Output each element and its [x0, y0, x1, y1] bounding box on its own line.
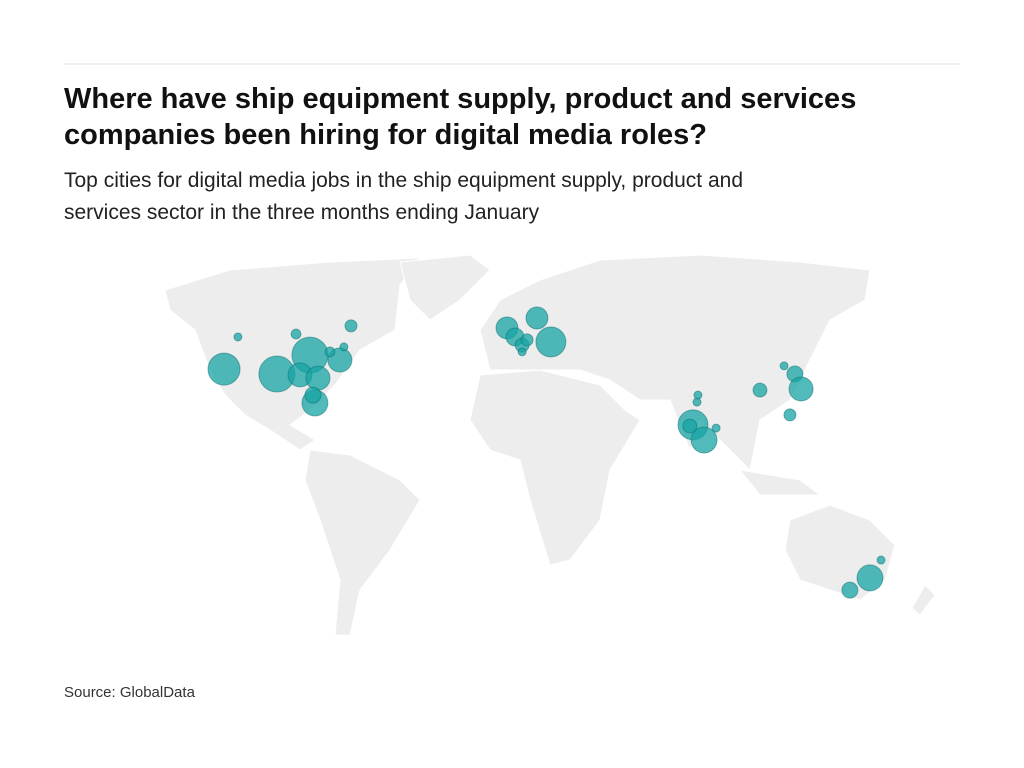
city-bubble [783, 408, 797, 422]
city-bubble [876, 555, 886, 565]
city-bubble [692, 397, 702, 407]
city-bubble [788, 376, 814, 402]
title-line: Where have ship equipment supply, produc… [64, 83, 856, 115]
africa [469, 369, 641, 566]
city-bubble [324, 346, 336, 358]
city-bubble [711, 423, 721, 433]
city-bubble [290, 328, 302, 340]
bubble-layer [207, 306, 886, 599]
city-bubble [207, 352, 241, 386]
city-bubble [752, 382, 768, 398]
city-bubble [344, 319, 358, 333]
city-bubble [856, 564, 884, 592]
title-line: companies been hiring for digital media … [64, 119, 707, 151]
city-bubble [525, 306, 549, 330]
city-bubble [535, 326, 567, 358]
south-america [304, 449, 421, 636]
city-bubble [517, 347, 527, 357]
city-bubble [233, 332, 243, 342]
city-bubble [690, 426, 718, 454]
city-bubble [682, 418, 698, 434]
new-zealand [911, 584, 936, 616]
greenland [399, 254, 491, 321]
city-bubble [339, 342, 349, 352]
city-bubble [841, 581, 859, 599]
eurasia [479, 254, 871, 472]
world-map [164, 254, 936, 636]
source: Source: GlobalData [64, 684, 196, 701]
city-bubble [779, 361, 789, 371]
subtitle-line: Top cities for digital media jobs in the… [64, 169, 743, 192]
subtitle-line: services sector in the three months endi… [64, 201, 540, 224]
city-bubble [304, 386, 322, 404]
city-bubble [520, 333, 534, 347]
city-bubble [305, 365, 331, 391]
indonesia [738, 469, 822, 496]
